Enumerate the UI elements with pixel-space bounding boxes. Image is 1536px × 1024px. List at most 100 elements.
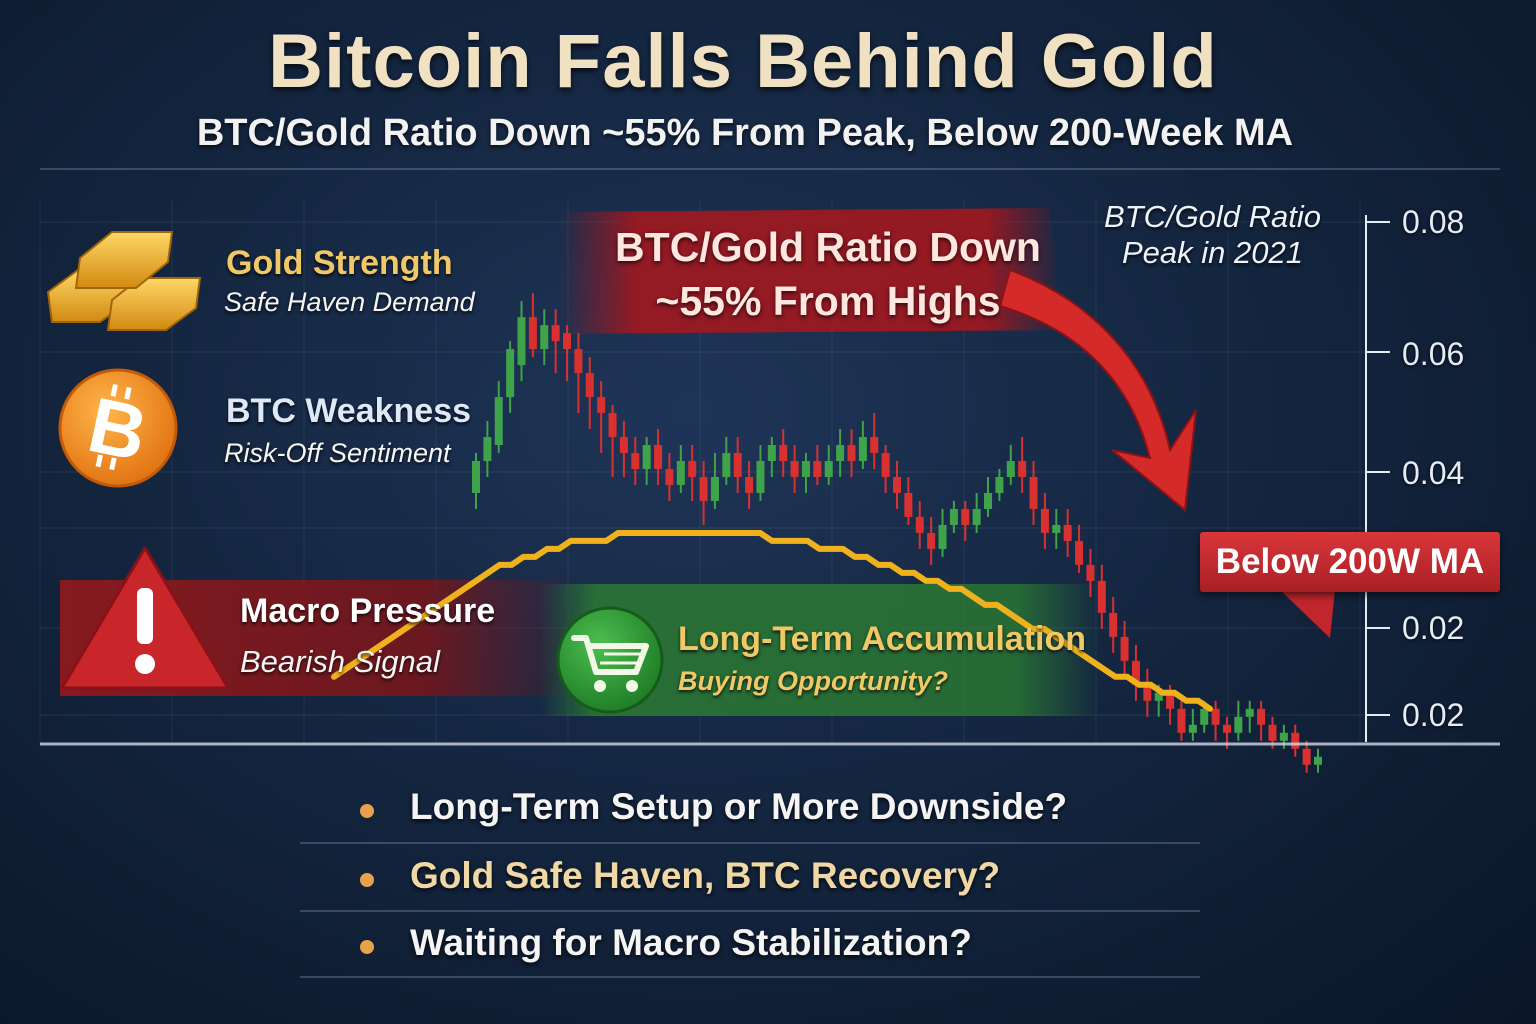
candle-body: [517, 317, 526, 366]
header-divider: [40, 168, 1500, 170]
y-tick-label: 0.08: [1402, 204, 1465, 240]
peak-note-line-1: BTC/Gold Ratio: [1103, 199, 1322, 234]
y-axis-ticks: [1366, 221, 1390, 716]
candle-body: [608, 413, 617, 438]
candle-body: [858, 437, 867, 462]
candle-body: [1052, 524, 1061, 533]
candle-body: [1075, 540, 1084, 565]
candle-body: [472, 461, 480, 493]
candle-body: [1120, 636, 1129, 661]
bullet-text: Gold Safe Haven, BTC Recovery?: [410, 855, 1001, 896]
candle-body: [688, 461, 697, 477]
candle-body: [699, 476, 708, 501]
bullet-dot-icon: [360, 873, 374, 887]
candle-body: [722, 453, 731, 477]
candle-body: [938, 524, 947, 549]
candle-body: [506, 349, 515, 398]
candle-body: [619, 437, 628, 454]
candle-body: [1131, 660, 1140, 685]
bullet-divider: [300, 842, 1200, 844]
candle-body: [540, 325, 549, 350]
candle-body: [1109, 612, 1118, 637]
candle-body: [836, 445, 845, 462]
candle-body: [1314, 756, 1322, 765]
callout-line-2: ~55% From Highs: [655, 278, 1001, 324]
candle-body: [665, 469, 674, 485]
gold-bars-icon: [46, 231, 202, 331]
y-tick-label: 0.02: [1402, 610, 1465, 646]
candle-body: [972, 508, 981, 525]
gold-strength-subtitle: Safe Haven Demand: [224, 287, 475, 317]
candle-body: [1154, 692, 1163, 701]
bullet-divider: [300, 910, 1200, 912]
bullet-text: Long-Term Setup or More Downside?: [410, 786, 1068, 827]
accumulation-subtitle: Buying Opportunity?: [678, 666, 948, 696]
candle-body: [1029, 476, 1038, 509]
candle-body: [790, 461, 799, 477]
candle-body: [1245, 708, 1254, 717]
gold-strength-title: Gold Strength: [226, 244, 453, 282]
candle-body: [1257, 708, 1266, 725]
candle-body: [961, 508, 970, 525]
shopping-cart-icon: [556, 606, 664, 714]
candle-body: [984, 492, 993, 509]
candle-body: [585, 373, 594, 398]
bitcoin-icon: B: [58, 368, 178, 488]
candle-body: [1222, 724, 1231, 733]
btc-weakness-subtitle: Risk-Off Sentiment: [224, 438, 451, 468]
candle-body: [927, 532, 936, 549]
candle-body: [563, 333, 572, 350]
down-arrow-icon: [998, 268, 1197, 512]
candle-body: [1097, 580, 1106, 613]
candle-body: [1302, 748, 1311, 765]
candle-body: [949, 508, 958, 525]
candle-body: [528, 317, 537, 350]
candle-body: [1018, 461, 1027, 477]
macro-pressure-subtitle: Bearish Signal: [240, 644, 440, 679]
candle-body: [642, 445, 651, 469]
page-subtitle: BTC/Gold Ratio Down ~55% From Peak, Belo…: [196, 112, 1294, 154]
candle-body: [1211, 708, 1220, 725]
candle-body: [881, 453, 890, 477]
candle-body: [1086, 564, 1095, 581]
bullet-dot-icon: [360, 804, 374, 818]
candle-body: [1143, 684, 1152, 701]
candle-body: [483, 437, 492, 462]
candle-body: [904, 492, 913, 517]
candle-body: [915, 516, 924, 533]
candle-body: [801, 461, 810, 477]
candle-body: [1188, 724, 1197, 733]
candle-body: [1006, 461, 1015, 477]
candle-body: [813, 461, 822, 477]
accumulation-title: Long-Term Accumulation: [678, 620, 1086, 658]
ma-line: [331, 530, 1213, 712]
macro-pressure-title: Macro Pressure: [240, 592, 496, 630]
candle-body: [1177, 708, 1186, 733]
candle-body: [1063, 524, 1072, 541]
bullet-dot-icon: [360, 940, 374, 954]
candle-body: [847, 445, 856, 462]
candle-body: [893, 476, 901, 493]
y-tick-label: 0.02: [1402, 697, 1465, 733]
candle-body: [995, 476, 1004, 493]
candlestick-series: [472, 293, 1322, 773]
candle-body: [824, 461, 833, 477]
candle-body: [745, 476, 754, 493]
candle-body: [1268, 724, 1277, 741]
callout-line-1: BTC/Gold Ratio Down: [615, 224, 1041, 270]
y-tick-label: 0.04: [1402, 455, 1465, 491]
candle-body: [1200, 708, 1209, 725]
candle-body: [1040, 508, 1049, 533]
peak-note-line-2: Peak in 2021: [1122, 235, 1303, 270]
btc-weakness-title: BTC Weakness: [226, 392, 472, 430]
candle-body: [676, 461, 685, 485]
bullet-text: Waiting for Macro Stabilization?: [410, 922, 972, 963]
candle-body: [1234, 716, 1243, 733]
y-tick-label: 0.06: [1402, 336, 1465, 372]
candle-body: [1279, 732, 1288, 741]
candle-body: [756, 461, 765, 493]
candle-body: [551, 325, 560, 342]
candle-body: [631, 453, 640, 469]
candle-body: [494, 397, 503, 446]
candle-body: [597, 397, 606, 414]
